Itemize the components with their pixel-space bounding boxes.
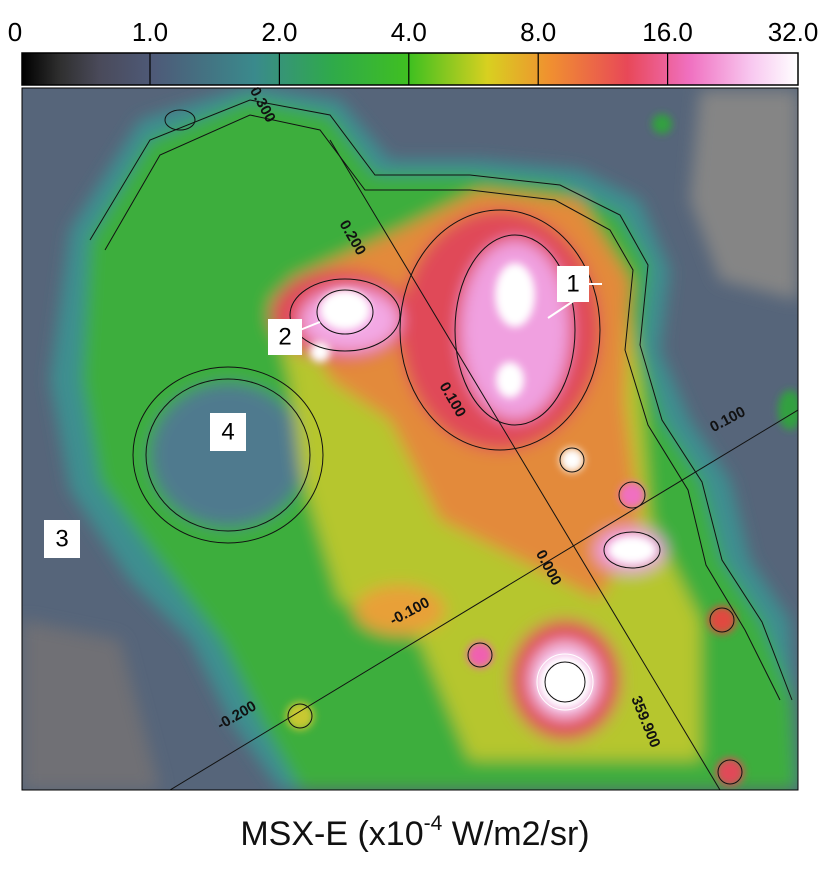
colorbar <box>21 52 799 86</box>
source-label: 2 <box>278 323 291 350</box>
emission <box>22 88 798 790</box>
image-frame <box>21 87 799 791</box>
source-label: 3 <box>55 525 68 552</box>
source-label: 4 <box>221 418 234 445</box>
colorbar-ticks: 0 1.0 2.0 4.0 8.0 16.0 32.0 <box>8 17 819 85</box>
caption-superscript: -4 <box>424 812 443 835</box>
colorbar-tick-label: 1.0 <box>132 17 168 47</box>
source-label-2: 2 <box>268 319 321 355</box>
compact-sources <box>286 114 798 786</box>
colorbar-tick-label: 16.0 <box>642 17 693 47</box>
caption: MSX-E (x10-4 W/m2/sr) <box>240 812 589 853</box>
emission-map <box>22 88 798 790</box>
colorbar-tick-label: 8.0 <box>520 17 556 47</box>
source-label-1: 1 <box>547 266 602 319</box>
colorbar-tick-label: 32.0 <box>768 17 819 47</box>
source-label: 1 <box>566 270 579 297</box>
source-label-3: 3 <box>44 520 80 558</box>
caption-unit: W/m2/sr) <box>442 815 589 853</box>
colorbar-tick-label: 0 <box>8 17 22 47</box>
coordinate-grid <box>169 139 798 790</box>
source-label-4: 4 <box>210 413 246 451</box>
caption-text: MSX-E (x10 <box>240 815 423 853</box>
contours <box>89 99 793 785</box>
colorbar-tick-label: 4.0 <box>391 17 427 47</box>
colorbar-tick-label: 2.0 <box>261 17 297 47</box>
